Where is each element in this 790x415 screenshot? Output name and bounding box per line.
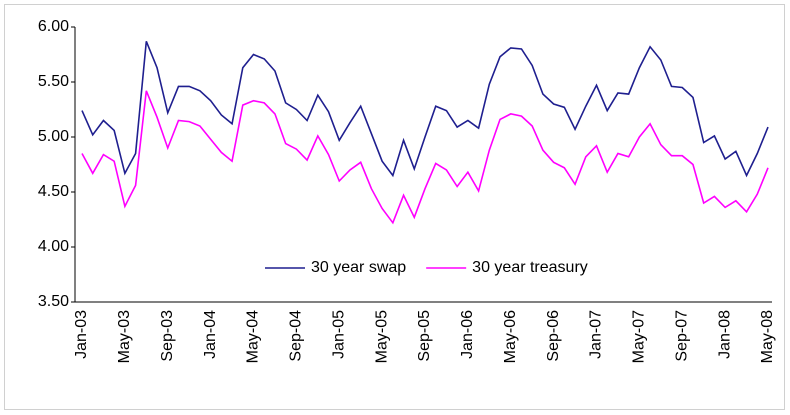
x-tick-label: Jan-06 [459, 310, 476, 359]
x-tick-label: May-07 [631, 310, 648, 363]
x-tick-label: Sep-06 [545, 310, 562, 362]
x-tick-label: Sep-05 [416, 310, 433, 362]
x-tick-label: Jan-04 [202, 310, 219, 359]
x-tick-label: May-05 [373, 310, 390, 363]
x-tick-label: Sep-04 [288, 310, 305, 362]
legend-label: 30 year treasury [472, 259, 588, 276]
y-tick-label: 3.50 [38, 293, 69, 310]
chart-frame [4, 4, 785, 410]
x-tick-label: May-08 [759, 310, 776, 363]
y-tick-label: 5.00 [38, 128, 69, 145]
x-tick-label: May-03 [116, 310, 133, 363]
x-tick-label: Sep-03 [159, 310, 176, 362]
x-tick-label: Jan-03 [73, 310, 90, 359]
legend-label: 30 year swap [311, 259, 406, 276]
x-tick-label: Jan-05 [330, 310, 347, 359]
x-tick-label: Sep-07 [673, 310, 690, 362]
x-tick-label: Jan-07 [588, 310, 605, 359]
x-tick-label: May-06 [502, 310, 519, 363]
series-line [81, 40, 769, 178]
y-tick-label: 6.00 [38, 18, 69, 35]
y-tick-label: 5.50 [38, 73, 69, 90]
y-tick-label: 4.50 [38, 183, 69, 200]
x-tick-label: Jan-08 [716, 310, 733, 359]
series-line [81, 90, 769, 225]
x-tick-label: May-04 [245, 310, 262, 363]
y-tick-label: 4.00 [38, 238, 69, 255]
